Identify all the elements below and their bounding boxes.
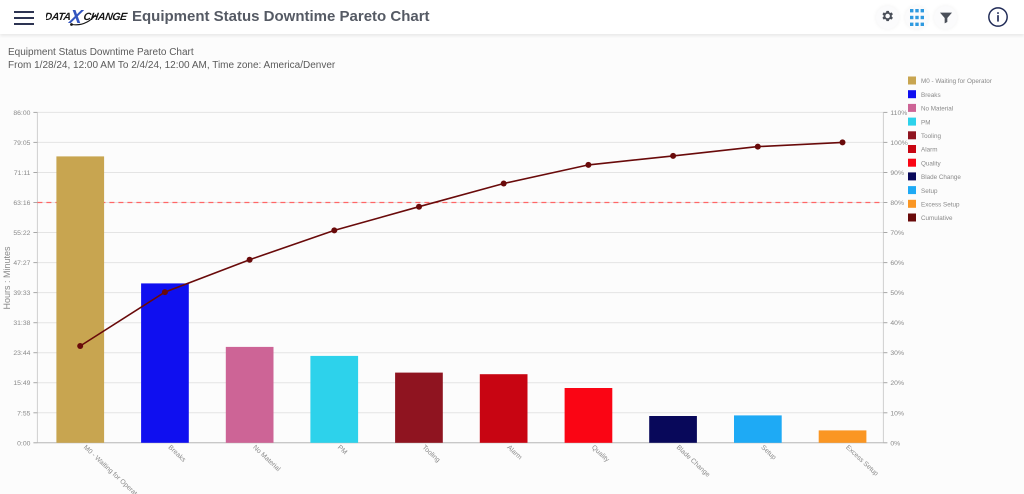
svg-text:70%: 70% (890, 230, 904, 237)
svg-text:Quality: Quality (590, 444, 611, 464)
svg-text:Setup: Setup (759, 444, 777, 461)
svg-text:PM: PM (921, 119, 930, 126)
svg-text:Excess Setup: Excess Setup (921, 202, 960, 209)
svg-text:86:00: 86:00 (13, 110, 30, 117)
svg-text:0%: 0% (890, 440, 900, 447)
svg-text:15:49: 15:49 (13, 380, 30, 387)
svg-text:Tooling: Tooling (421, 444, 442, 464)
svg-text:7:55: 7:55 (17, 410, 30, 417)
svg-text:Alarm: Alarm (921, 147, 937, 154)
svg-text:10%: 10% (890, 410, 904, 417)
svg-text:0:00: 0:00 (17, 440, 30, 447)
svg-text:20%: 20% (890, 380, 904, 387)
svg-text:M0 - Waiting for Operator: M0 - Waiting for Operator (82, 444, 143, 494)
svg-text:Excess Setup: Excess Setup (844, 444, 879, 478)
svg-text:Tooling: Tooling (921, 133, 941, 140)
svg-text:Blade Change: Blade Change (921, 174, 961, 181)
svg-text:CHANGE: CHANGE (83, 11, 129, 23)
svg-text:63:16: 63:16 (13, 200, 30, 207)
svg-text:90%: 90% (890, 170, 904, 177)
svg-text:50%: 50% (890, 290, 904, 297)
svg-text:Breaks: Breaks (167, 444, 188, 464)
svg-text:Setup: Setup (921, 188, 938, 195)
svg-text:Hours : Minutes: Hours : Minutes (2, 246, 12, 310)
svg-text:40%: 40% (890, 320, 904, 327)
svg-text:110%: 110% (890, 110, 907, 117)
svg-text:23:44: 23:44 (13, 350, 30, 357)
svg-text:55:22: 55:22 (13, 230, 30, 237)
svg-text:M0 - Waiting for Operator: M0 - Waiting for Operator (921, 78, 992, 85)
svg-text:31:38: 31:38 (13, 320, 30, 327)
svg-text:No Material: No Material (251, 444, 282, 473)
svg-text:79:05: 79:05 (13, 140, 30, 147)
svg-text:Breaks: Breaks (921, 92, 941, 99)
svg-text:71:11: 71:11 (14, 170, 31, 177)
svg-text:30%: 30% (890, 350, 904, 357)
svg-text:DATA: DATA (46, 11, 71, 23)
svg-text:Alarm: Alarm (505, 444, 523, 461)
svg-text:60%: 60% (890, 260, 904, 267)
svg-text:Blade Change: Blade Change (675, 444, 711, 479)
svg-text:100%: 100% (890, 140, 907, 147)
svg-text:No Material: No Material (921, 106, 953, 113)
svg-text:47:27: 47:27 (13, 260, 30, 267)
svg-text:Quality: Quality (921, 160, 941, 167)
svg-text:80%: 80% (890, 200, 904, 207)
svg-text:Cumulative: Cumulative (921, 215, 953, 222)
svg-text:PM: PM (336, 444, 348, 456)
svg-text:39:33: 39:33 (13, 290, 30, 297)
